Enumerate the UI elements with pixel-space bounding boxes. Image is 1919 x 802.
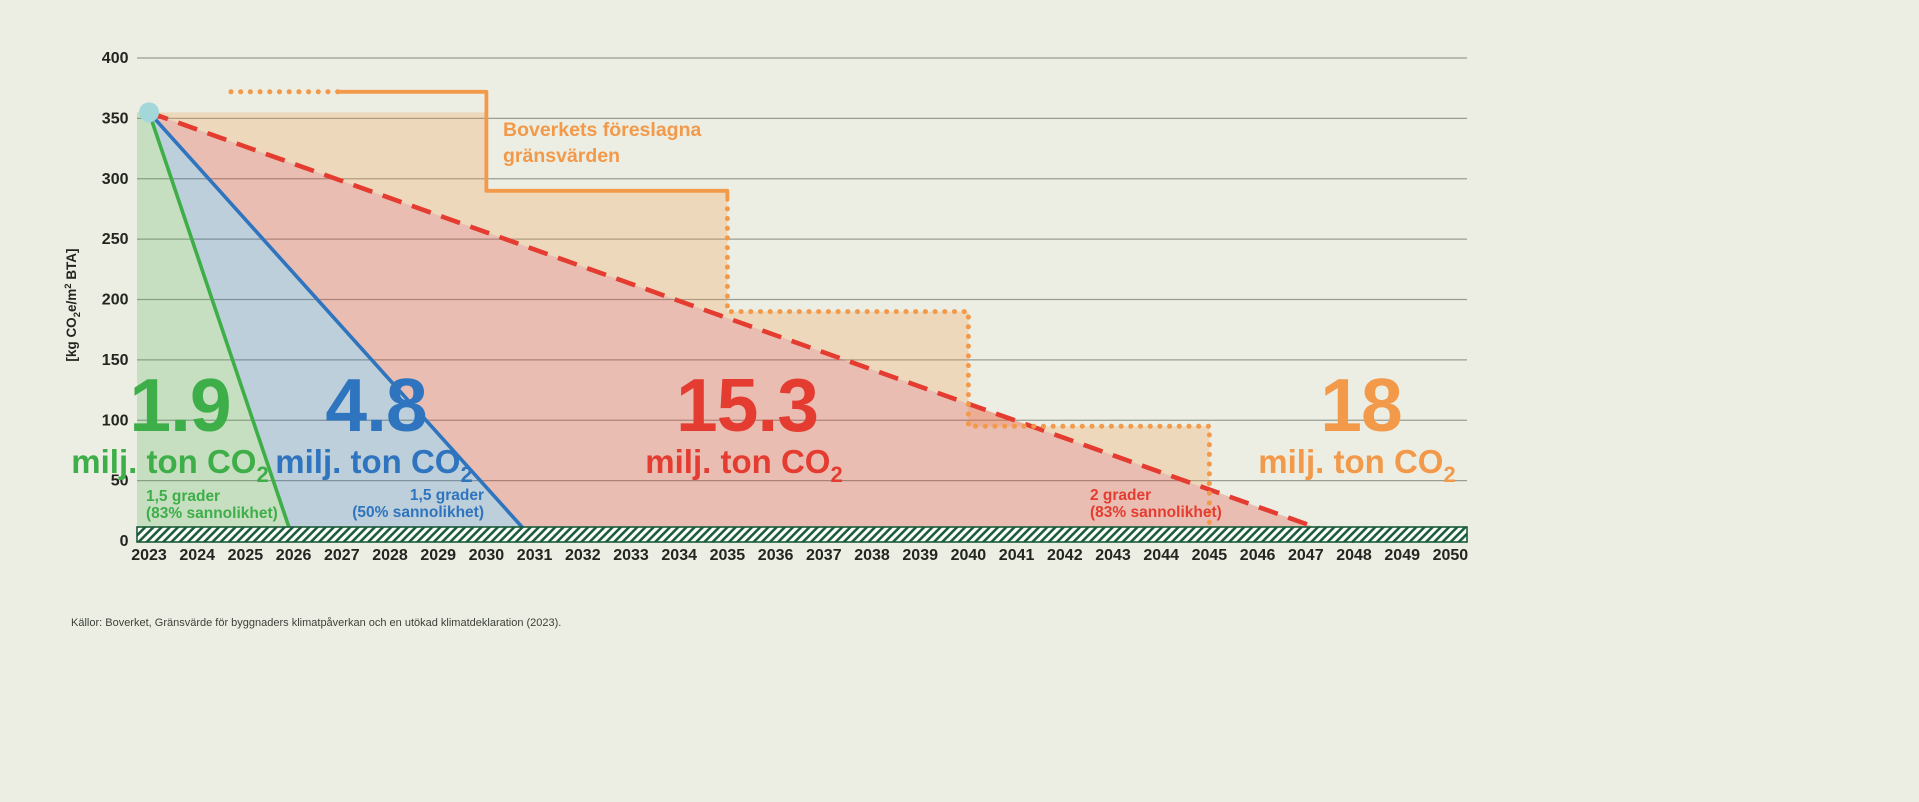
red-scenario-line2: (83% sannolikhet) [1090,504,1222,521]
y-tick-label: 150 [102,352,129,369]
y-tick-label: 50 [111,473,129,490]
y-tick-label: 0 [120,533,129,550]
grid-layer [137,57,1467,482]
y-tick-label: 350 [102,110,129,127]
x-tick-label: 2034 [661,547,697,564]
green-fill [137,112,294,542]
start-point-layer [139,102,159,123]
limit-big-value: 18 [1320,363,1401,447]
x-tick-label: 2046 [1240,547,1276,564]
x-tick-label: 2038 [854,547,890,564]
x-tick-label: 2025 [228,547,264,564]
limit-unit-label: milj. ton CO2 [1258,443,1455,487]
x-tick-label: 2029 [420,547,456,564]
x-tick-label: 2050 [1433,547,1469,564]
text-layer: [kg CO2e/m2 BTA] 1.9 milj. ton CO2 1,5 g… [63,119,1456,629]
budget-2-83-line [148,110,1355,544]
x-tick-label: 2023 [131,547,167,564]
x-tick-label: 2042 [1047,547,1083,564]
x-tick-label: 2033 [613,547,649,564]
y-tick-label: 250 [102,231,129,248]
red-unit-label: milj. ton CO2 [645,443,842,487]
green-scenario-line2: (83% sannolikhet) [146,505,278,522]
x-tick-label: 2031 [517,547,553,564]
x-tick-label: 2045 [1192,547,1228,564]
x-tick-label: 2049 [1384,547,1420,564]
x-tick-label: 2028 [372,547,408,564]
x-tick-label: 2032 [565,547,601,564]
y-tick-label: 100 [102,412,129,429]
blue-unit-label: milj. ton CO2 [275,443,472,487]
x-tick-label: 2039 [902,547,938,564]
limit-legend-line2: gränsvärden [503,145,620,167]
x-tick-label: 2037 [806,547,842,564]
x-tick-label: 2041 [999,547,1035,564]
x-tick-label: 2030 [469,547,505,564]
blue-scenario-line1: 1,5 grader [410,487,484,504]
x-tick-label: 2036 [758,547,794,564]
x-tick-label: 2044 [1143,547,1179,564]
green-big-value: 1.9 [129,363,230,447]
limit-line-solid [336,89,730,202]
limit-legend-line1: Boverkets föreslagna [503,119,701,141]
baseline-bar-layer [136,526,1468,543]
red-big-value: 15.3 [676,363,818,447]
green-unit-label: milj. ton CO2 [71,443,268,487]
x-tick-label: 2047 [1288,547,1324,564]
limit-line-dotted-steps [724,206,1212,534]
red-scenario-line1: 2 grader [1090,487,1151,504]
zero-baseline-hatched-bar [136,526,1468,543]
line-layer [147,110,1355,544]
green-scenario-line1: 1,5 grader [146,488,220,505]
x-tick-label: 2043 [1095,547,1131,564]
x-tick-label: 2035 [710,547,746,564]
budget-1-5-50-line [147,111,536,543]
x-tick-label: 2026 [276,547,312,564]
y-tick-label: 200 [102,292,129,309]
x-tick-label: 2048 [1336,547,1372,564]
y-axis-unit-label: [kg CO2e/m2 BTA] [63,248,83,361]
blue-scenario-line2: (50% sannolikhet) [352,504,484,521]
x-tick-label: 2027 [324,547,360,564]
y-tick-label: 400 [102,50,129,67]
limit-line-layer [228,89,1212,534]
y-tick-label: 300 [102,171,129,188]
start-point-marker [139,102,159,123]
x-tick-label: 2040 [951,547,987,564]
x-tick-label: 2024 [179,547,215,564]
budget-1-5-83-line [147,111,296,542]
source-note: Källor: Boverket, Gränsvärde för byggnad… [71,617,561,629]
blue-big-value: 4.8 [325,363,426,447]
